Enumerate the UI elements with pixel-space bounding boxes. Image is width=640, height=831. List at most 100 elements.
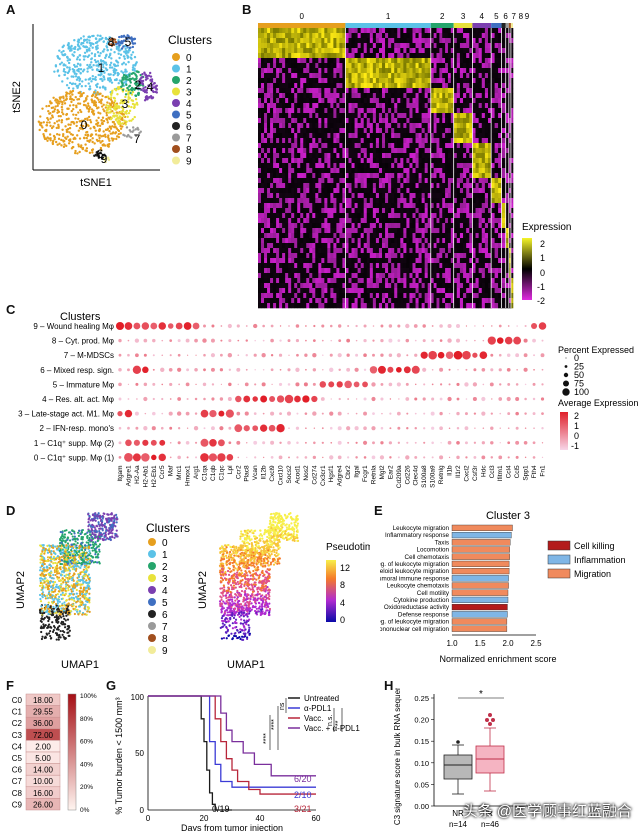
heatmap-cell [472,198,476,204]
heatmap-cell [406,223,410,229]
heatmap-cell [294,58,298,64]
tsne-cell [108,66,112,69]
heatmap-cell [375,38,380,44]
heatmap-cell [424,88,429,94]
heatmap-cell [363,203,368,209]
heatmap-cell [403,218,407,224]
heatmap-cell [391,193,395,199]
heatmap-cell [450,158,454,164]
heatmap-cell [333,223,337,229]
heatmap-cell [415,118,419,124]
heatmap-cell [430,178,434,184]
heatmap-cell [463,28,467,34]
heatmap-cell [418,218,422,224]
heatmap-cell [366,163,371,169]
tsne-cell [56,104,59,108]
heatmap-cell [382,58,386,64]
tsne-cell [93,154,96,157]
tsne-cell [74,75,78,78]
heatmap-cell [294,83,298,89]
heatmap-cell [494,43,499,49]
heatmap-cell [279,138,283,144]
heatmap-cell [494,203,499,209]
heatmap-cell [327,208,331,214]
heatmap-cell [472,168,476,174]
heatmap-cell [403,138,407,144]
heatmap-cell [369,88,374,94]
tsne-cell [122,107,125,111]
heatmap-cell [354,168,358,174]
heatmap-cell [466,143,470,149]
heatmap-cell [339,68,343,74]
heatmap-cell [264,63,268,69]
heatmap-cell [333,33,337,39]
heatmap-cell [258,148,262,154]
tsne-cell [74,82,77,86]
heatmap-cell [315,33,319,39]
heatmap-cell [501,88,507,94]
heatmap-cell [309,223,313,229]
heatmap-cell [285,218,289,224]
heatmap-cell [279,48,283,54]
heatmap-cell [442,93,446,99]
heatmap-cell [403,183,407,189]
heatmap-cell [430,153,434,159]
heatmap-cell [427,168,432,174]
heatmap-cell [369,153,374,159]
tsne-cell [132,106,136,110]
heatmap-cell [291,78,295,84]
heatmap-cell [412,128,416,134]
heatmap-cell [348,78,352,84]
tsne-cell [93,142,96,145]
heatmap-cell [484,33,489,39]
heatmap-cell [433,38,437,44]
heatmap-cell [327,138,331,144]
tsne-cell [104,95,107,99]
panel-label-h: H [384,678,394,693]
heatmap-cell [363,88,368,94]
heatmap-cell [288,148,292,154]
heatmap-cell [478,233,483,239]
heatmap-cell [339,153,343,159]
heatmap-cell [345,68,349,74]
heatmap-cell [459,223,464,229]
tsne-cell [105,68,109,72]
heatmap-cell [282,88,286,94]
heatmap-cell [463,198,467,204]
tsne-cell [151,83,154,87]
heatmap-cell [264,83,268,89]
heatmap-cell [421,33,425,39]
heatmap-cell [375,178,380,184]
heatmap-cell [297,68,301,74]
heatmap-cell [466,83,470,89]
tsne-cell [72,137,75,141]
heatmap-cell [306,168,310,174]
heatmap-cell [505,128,510,134]
heatmap-cell [494,153,499,159]
tsne-cell [85,106,89,109]
heatmap-cell [360,213,365,219]
heatmap-cell [324,163,328,169]
heatmap-cell [433,203,437,209]
tsne-cell [74,95,77,99]
heatmap-cell [442,143,446,149]
heatmap-cell [456,158,461,164]
heatmap-cell [388,203,392,209]
heatmap-cell [475,33,479,39]
tsne-cell [79,72,82,75]
tsne-cell [49,124,52,128]
heatmap-cell [279,43,283,49]
heatmap-cell [300,198,304,204]
heatmap-cell [421,103,425,109]
heatmap-cell [385,203,389,209]
heatmap-cell [442,58,446,64]
heatmap-cell [324,203,328,209]
heatmap-cell [309,53,313,59]
heatmap-cell [279,163,283,169]
heatmap-cell [294,193,298,199]
heatmap-cell [318,188,322,194]
heatmap-cell [306,193,310,199]
heatmap-cell [472,208,476,214]
heatmap-cell [433,178,437,184]
heatmap-cell [439,203,443,209]
